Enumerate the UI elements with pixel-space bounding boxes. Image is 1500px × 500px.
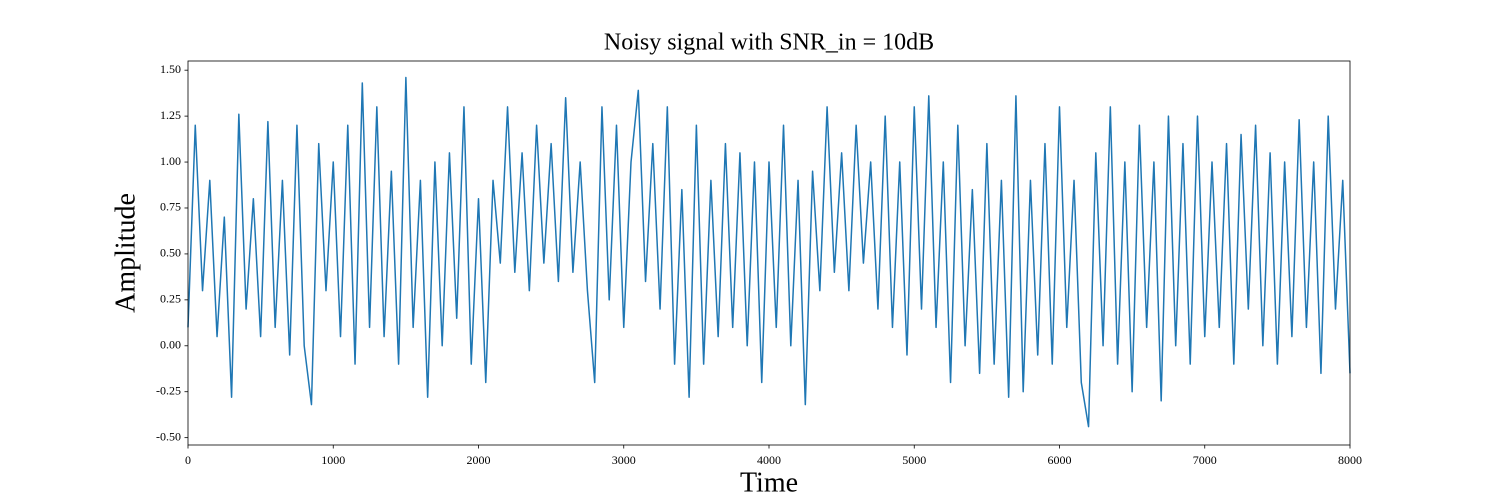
y-tick-label: -0.50	[156, 429, 181, 443]
x-tick-label: 6000	[1048, 453, 1072, 467]
y-tick-label: 0.00	[160, 338, 181, 352]
x-tick-label: 5000	[902, 453, 926, 467]
y-tick-label: 0.50	[160, 246, 181, 260]
x-tick-label: 8000	[1338, 453, 1362, 467]
y-tick-label: 1.25	[160, 108, 181, 122]
y-tick-label: 0.25	[160, 292, 181, 306]
x-tick-label: 0	[185, 453, 191, 467]
x-tick-label: 7000	[1193, 453, 1217, 467]
plot-frame	[187, 60, 1351, 446]
x-tick-label: 1000	[321, 453, 345, 467]
x-tick-label: 2000	[467, 453, 491, 467]
chart-title: Noisy signal with SNR_in = 10dB	[604, 30, 934, 56]
y-tick-label: 1.00	[160, 154, 181, 168]
x-tick-label: 4000	[757, 453, 781, 467]
y-axis-label: Amplitude	[110, 193, 141, 313]
x-axis-label: Time	[740, 467, 798, 498]
signal-line	[187, 76, 1351, 428]
y-tick-label: 0.75	[160, 200, 181, 214]
x-tick-label: 3000	[612, 453, 636, 467]
y-tick-label: 1.50	[160, 62, 181, 76]
y-tick-label: -0.25	[156, 383, 181, 397]
